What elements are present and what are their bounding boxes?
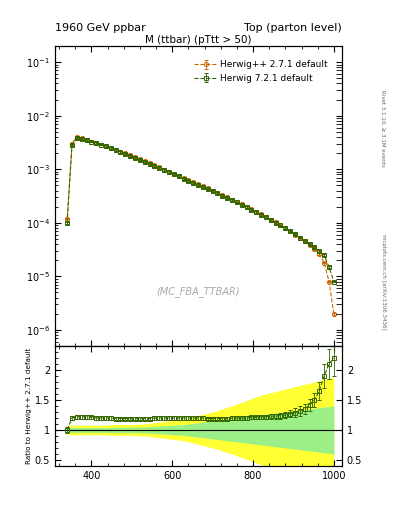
Legend: Herwig++ 2.7.1 default, Herwig 7.2.1 default: Herwig++ 2.7.1 default, Herwig 7.2.1 def… — [191, 57, 332, 87]
Text: (MC_FBA_TTBAR): (MC_FBA_TTBAR) — [157, 287, 240, 297]
Text: 1960 GeV ppbar: 1960 GeV ppbar — [55, 23, 146, 33]
Text: mcplots.cern.ch [arXiv:1306.3436]: mcplots.cern.ch [arXiv:1306.3436] — [381, 234, 386, 329]
Y-axis label: Ratio to Herwig++ 2.7.1 default: Ratio to Herwig++ 2.7.1 default — [26, 348, 32, 464]
Text: Rivet 3.1.10, ≥ 3.1M events: Rivet 3.1.10, ≥ 3.1M events — [381, 90, 386, 166]
Text: Top (parton level): Top (parton level) — [244, 23, 342, 33]
Title: M (ttbar) (pTtt > 50): M (ttbar) (pTtt > 50) — [145, 35, 252, 45]
